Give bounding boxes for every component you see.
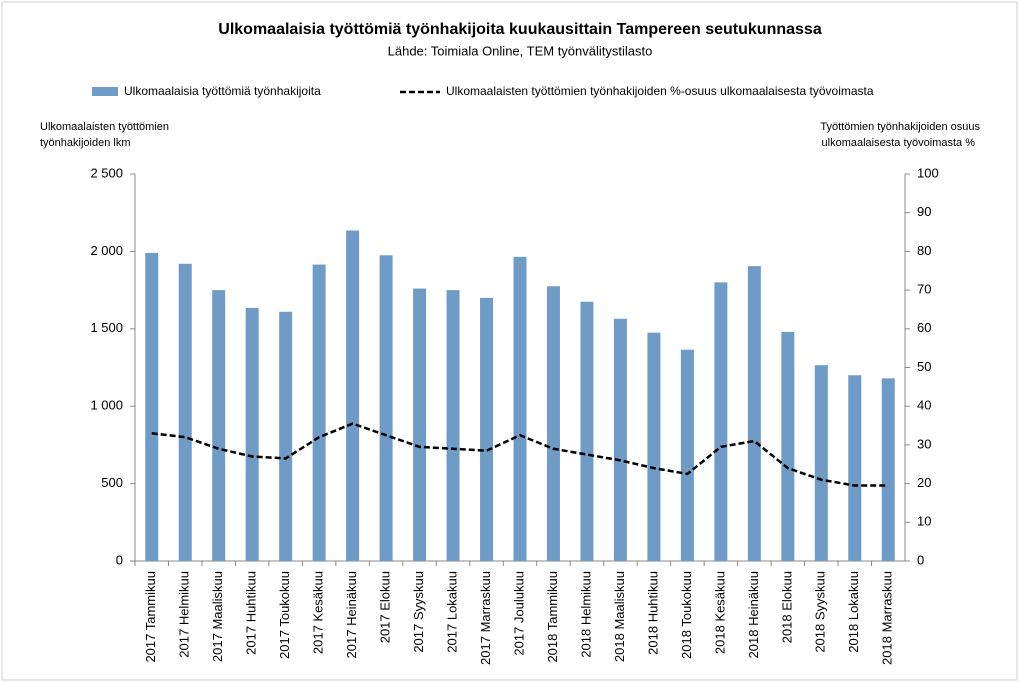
y2-tick-label: 20	[917, 475, 931, 490]
bar	[513, 256, 527, 561]
x-tick-label: 2017 Syyskuu	[411, 571, 426, 653]
x-tick-label: 2018 Tammikuu	[545, 571, 560, 663]
legend-swatch	[92, 87, 118, 96]
bar	[647, 332, 661, 561]
y2-tick-label: 100	[917, 165, 939, 180]
bar	[379, 255, 393, 561]
bar	[145, 252, 159, 561]
bar	[747, 266, 761, 561]
x-tick-label: 2017 Joulukuu	[511, 571, 526, 656]
bar	[680, 349, 694, 561]
x-tick-label: 2018 Marraskuu	[880, 571, 895, 665]
x-tick-label: 2017 Toukokuu	[277, 571, 292, 659]
bar	[279, 311, 293, 561]
bar	[446, 290, 460, 561]
bar	[848, 375, 862, 561]
bar	[613, 318, 627, 561]
x-tick-label: 2018 Heinäkuu	[746, 571, 761, 658]
bar	[413, 288, 427, 561]
y2-tick-label: 80	[917, 243, 931, 258]
x-tick-label: 2018 Toukokuu	[679, 571, 694, 659]
bar	[480, 297, 494, 561]
y2-axis-title: Työttömien työnhakijoiden osuus	[820, 121, 980, 133]
legend-label: Ulkomaalaisia työttömiä työnhakijoita	[124, 84, 321, 98]
chart-subtitle: Lähde: Toimiala Online, TEM työnvälityst…	[388, 43, 653, 58]
y2-tick-label: 70	[917, 282, 931, 297]
bar	[346, 230, 360, 561]
x-tick-label: 2017 Helmikuu	[177, 571, 192, 658]
y2-tick-label: 40	[917, 398, 931, 413]
y-tick-label: 1 500	[90, 320, 123, 335]
y-tick-label: 2 500	[90, 165, 123, 180]
x-tick-label: 2018 Kesäkuu	[712, 571, 727, 654]
bar	[245, 307, 259, 561]
bar	[881, 378, 895, 561]
y2-tick-label: 60	[917, 320, 931, 335]
x-tick-label: 2017 Marraskuu	[478, 571, 493, 665]
bar	[546, 286, 560, 561]
x-tick-label: 2017 Lokakuu	[444, 571, 459, 653]
bar	[814, 365, 828, 561]
chart-title: Ulkomaalaisia työttömiä työnhakijoita ku…	[218, 21, 822, 38]
y2-tick-label: 0	[917, 552, 924, 567]
x-tick-label: 2018 Helmikuu	[578, 571, 593, 658]
y-tick-label: 0	[116, 552, 123, 567]
y2-tick-label: 30	[917, 436, 931, 451]
bar	[312, 264, 326, 561]
y2-tick-label: 50	[917, 359, 931, 374]
x-tick-label: 2018 Huhtikuu	[645, 571, 660, 655]
x-tick-label: 2017 Heinäkuu	[344, 571, 359, 658]
bar	[714, 282, 728, 561]
y2-tick-label: 10	[917, 514, 931, 529]
bar	[212, 290, 226, 561]
bar	[580, 301, 594, 561]
x-tick-label: 2017 Tammikuu	[143, 571, 158, 663]
x-tick-label: 2017 Kesäkuu	[311, 571, 326, 654]
y-tick-label: 500	[101, 475, 123, 490]
bar	[178, 263, 192, 561]
x-tick-label: 2018 Lokakuu	[846, 571, 861, 653]
y-tick-label: 1 000	[90, 398, 123, 413]
line	[151, 422, 889, 487]
x-tick-label: 2018 Maaliskuu	[612, 571, 627, 662]
x-tick-label: 2018 Elokuu	[779, 571, 794, 643]
x-tick-label: 2017 Maaliskuu	[210, 571, 225, 662]
y-axis-title: Ulkomaalaisten työttömien	[40, 121, 169, 133]
x-tick-label: 2018 Syyskuu	[813, 571, 828, 653]
legend-label: Ulkomaalaisten työttömien työnhakijoiden…	[446, 84, 874, 98]
x-tick-label: 2017 Huhtikuu	[244, 571, 259, 655]
y-tick-label: 2 000	[90, 243, 123, 258]
y2-tick-label: 90	[917, 204, 931, 219]
bar	[781, 331, 795, 561]
y2-axis-title: ulkomaalaisesta työvoimasta %	[822, 137, 976, 149]
x-tick-label: 2017 Elokuu	[378, 571, 393, 643]
y-axis-title: työnhakijoiden lkm	[40, 137, 131, 149]
